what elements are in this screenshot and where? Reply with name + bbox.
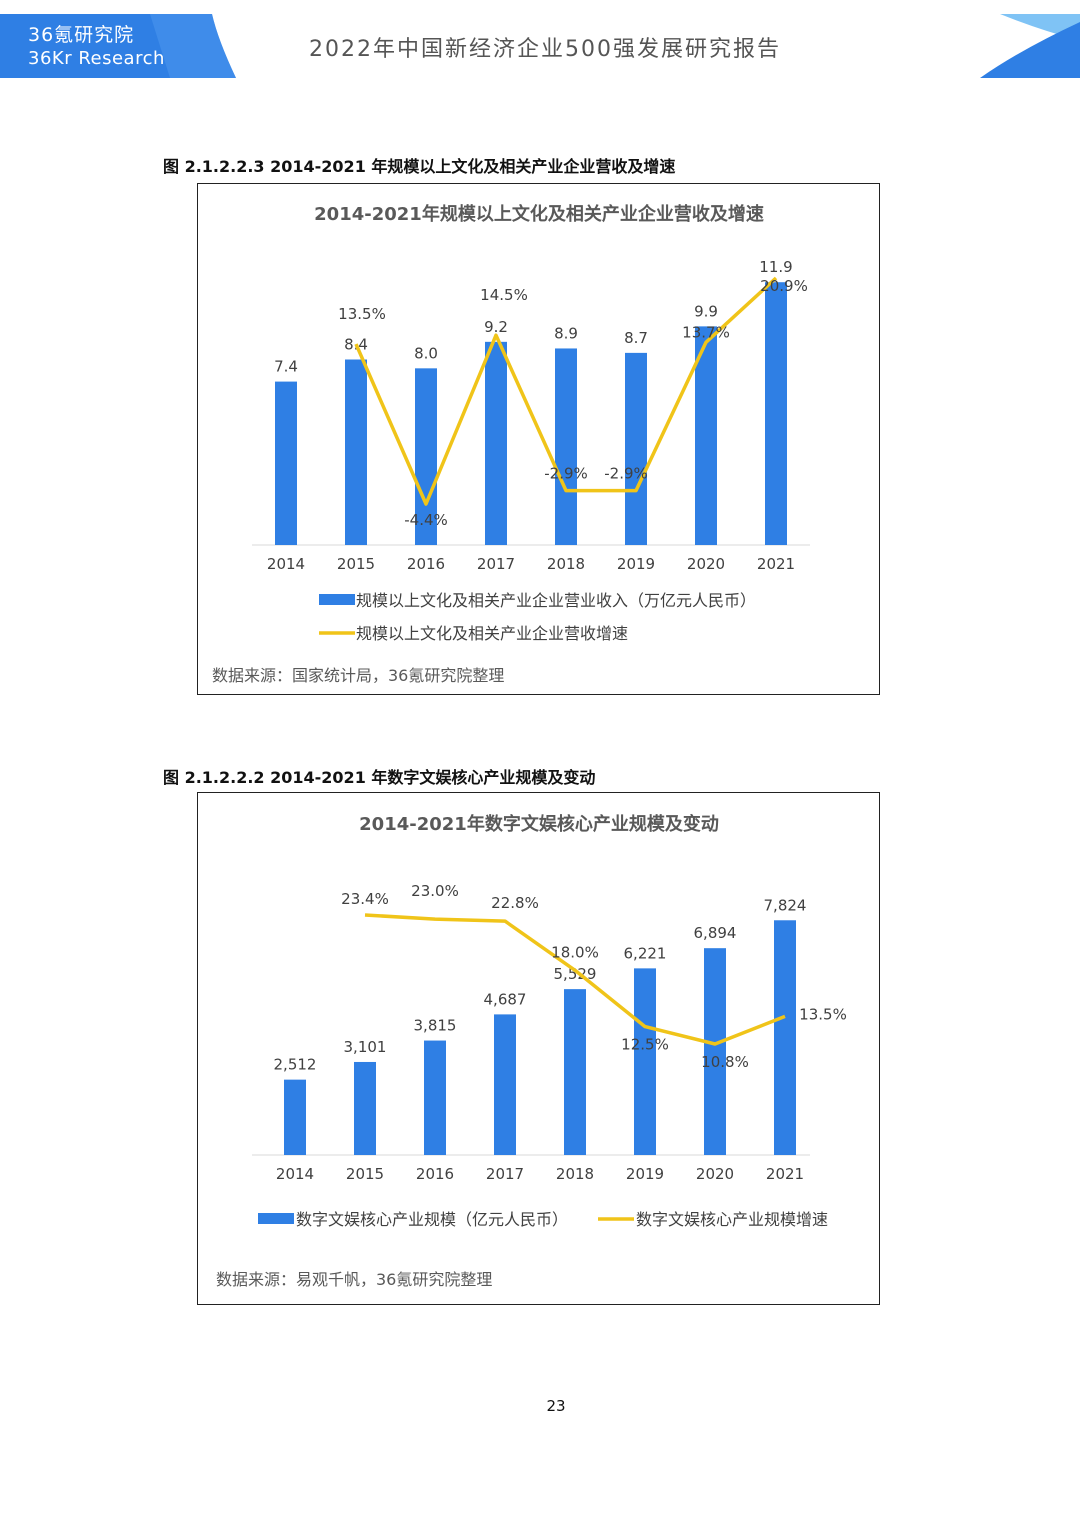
legend-bar-label: 规模以上文化及相关产业企业营业收入（万亿元人民币） xyxy=(356,591,756,610)
bar-2015 xyxy=(354,1061,376,1155)
bar-2014 xyxy=(275,381,297,545)
chart-1: 2014-2021年规模以上文化及相关产业企业营收及增速7.420148.420… xyxy=(212,203,810,685)
data-source-note: 数据来源：易观千帆，36氪研究院整理 xyxy=(216,1270,492,1289)
chart-2: 2014-2021年数字文娱核心产业规模及变动 2,512 2014 3,101 201… xyxy=(216,813,847,1289)
bar-2020 xyxy=(704,948,726,1155)
bar-2017 xyxy=(494,1014,516,1155)
line-value-label-2018: 18.0% xyxy=(551,943,599,961)
bar-2017 xyxy=(485,341,507,545)
brand-logo: 36氪研究院 36Kr Research xyxy=(28,24,165,70)
bar-value-label-2017: 4,687 xyxy=(484,990,527,1008)
line-value-label-2019: 12.5% xyxy=(621,1036,669,1054)
figure-caption-2: 图 2.1.2.2.2 2014-2021 年数字文娱核心产业规模及变动 xyxy=(163,768,596,787)
x-tick-label-2019: 2019 xyxy=(626,1165,664,1183)
bar-2015 xyxy=(345,359,367,545)
bar-value-label-2019: 8.7 xyxy=(624,329,648,347)
chart-title: 2014-2021年规模以上文化及相关产业企业营收及增速 xyxy=(314,203,764,225)
bar-2019 xyxy=(625,352,647,545)
legend-bar-swatch xyxy=(258,1213,294,1224)
x-tick-label-2020: 2020 xyxy=(687,555,725,573)
legend-bar-swatch xyxy=(319,594,355,605)
legend-line-label: 规模以上文化及相关产业企业营收增速 xyxy=(356,624,628,643)
x-tick-label-2015: 2015 xyxy=(337,555,375,573)
header-decoration xyxy=(0,14,1080,78)
line-value-label-2015: 13.5% xyxy=(338,305,386,323)
legend-line-label: 数字文娱核心产业规模增速 xyxy=(636,1210,828,1229)
x-tick-label-2017: 2017 xyxy=(486,1165,524,1183)
x-tick-label-2019: 2019 xyxy=(617,555,655,573)
page-number: 23 xyxy=(546,1397,566,1415)
x-tick-label-2017: 2017 xyxy=(477,555,515,573)
chart-panel-2: 2014-2021年数字文娱核心产业规模及变动 2,512 2014 3,101 201… xyxy=(197,792,880,1305)
line-value-label-2019: -2.9% xyxy=(604,465,648,483)
chart-panel-1: 2014-2021年规模以上文化及相关产业企业营收及增速 7.4 2014 8.4 20… xyxy=(197,183,880,695)
x-tick-label-2016: 2016 xyxy=(416,1165,454,1183)
line-value-label-2016: 23.0% xyxy=(411,882,459,900)
bar-value-label-2017: 9.2 xyxy=(484,318,508,336)
line-value-label-2017: 22.8% xyxy=(491,894,539,912)
bar-2021 xyxy=(765,282,787,545)
x-tick-label-2016: 2016 xyxy=(407,555,445,573)
x-tick-label-2018: 2018 xyxy=(547,555,585,573)
bar-value-label-2020: 9.9 xyxy=(694,302,718,320)
bar-value-label-2014: 2,512 xyxy=(274,1056,317,1074)
line-value-label-2018: -2.9% xyxy=(544,465,588,483)
brand-name-cn: 36氪研究院 xyxy=(28,24,135,46)
bar-2019 xyxy=(634,968,656,1155)
growth-line xyxy=(354,276,778,506)
x-tick-label-2018: 2018 xyxy=(556,1165,594,1183)
x-tick-label-2014: 2014 xyxy=(276,1165,314,1183)
line-value-label-2020: 13.7% xyxy=(682,323,730,341)
data-source-note: 数据来源：国家统计局，36氪研究院整理 xyxy=(212,666,504,685)
x-tick-label-2015: 2015 xyxy=(346,1165,384,1183)
x-tick-label-2021: 2021 xyxy=(757,555,795,573)
bar-value-label-2020: 6,894 xyxy=(694,924,737,942)
bar-2014 xyxy=(284,1079,306,1155)
bar-value-label-2014: 7.4 xyxy=(274,358,298,376)
bar-value-label-2021: 7,824 xyxy=(764,896,807,914)
bar-value-label-2018: 8.9 xyxy=(554,324,578,342)
bar-2018 xyxy=(555,348,577,545)
x-tick-label-2020: 2020 xyxy=(696,1165,734,1183)
line-value-label-2020: 10.8% xyxy=(701,1053,749,1071)
growth-line xyxy=(364,913,786,1046)
bar-2016 xyxy=(424,1040,446,1155)
line-value-label-2017: 14.5% xyxy=(480,286,528,304)
line-value-label-2021: 20.9% xyxy=(760,277,808,295)
legend-bar-label: 数字文娱核心产业规模（亿元人民币） xyxy=(296,1210,568,1229)
bar-value-label-2019: 6,221 xyxy=(624,944,667,962)
bar-value-label-2015: 3,101 xyxy=(344,1038,387,1056)
bar-2020 xyxy=(695,326,717,545)
line-value-label-2021: 13.5% xyxy=(799,1005,847,1023)
bar-2021 xyxy=(774,920,796,1155)
chart-title: 2014-2021年数字文娱核心产业规模及变动 xyxy=(359,813,719,835)
x-tick-label-2014: 2014 xyxy=(267,555,305,573)
bar-2016 xyxy=(415,368,437,545)
line-value-label-2016: -4.4% xyxy=(404,511,448,529)
bar-2018 xyxy=(564,989,586,1155)
bar-value-label-2016: 3,815 xyxy=(414,1017,457,1035)
x-tick-label-2021: 2021 xyxy=(766,1165,804,1183)
brand-name-en: 36Kr Research xyxy=(28,48,165,69)
figure-caption-1: 图 2.1.2.2.3 2014-2021 年规模以上文化及相关产业企业营收及增… xyxy=(163,157,676,176)
line-value-label-2015: 23.4% xyxy=(341,890,389,908)
bar-value-label-2016: 8.0 xyxy=(414,344,438,362)
bar-value-label-2021: 11.9 xyxy=(759,258,792,276)
document-title: 2022年中国新经济企业500强发展研究报告 xyxy=(309,37,781,62)
page-header: 36氪研究院 36Kr Research 2022年中国新经济企业500强发展研… xyxy=(0,0,1080,90)
